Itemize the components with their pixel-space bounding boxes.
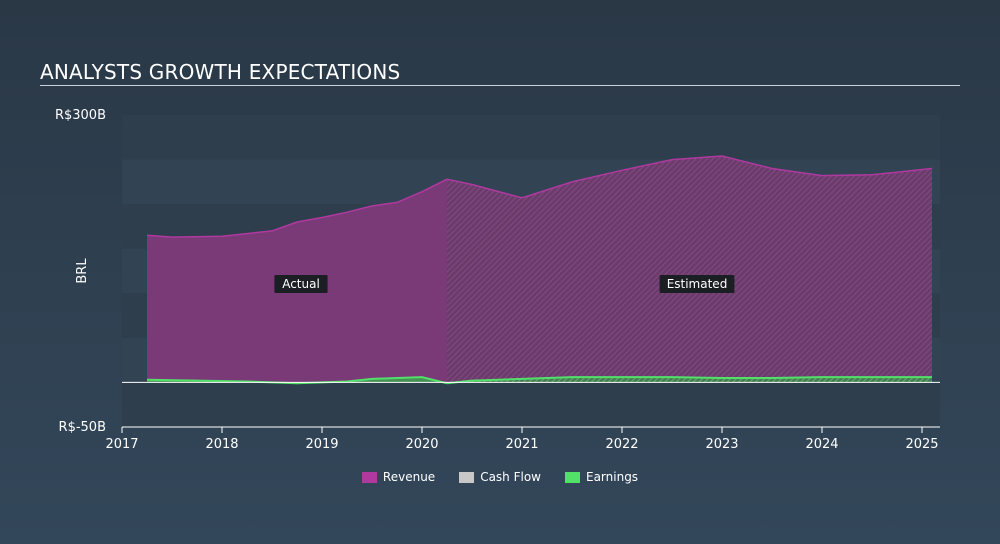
earnings-estimated-area bbox=[447, 377, 932, 384]
x-tick-label: 2020 bbox=[405, 437, 438, 452]
estimated-label-text: Estimated bbox=[667, 277, 728, 291]
revenue-estimated-line bbox=[446, 155, 933, 199]
x-tick-label: 2017 bbox=[105, 437, 138, 452]
legend-item-revenue[interactable]: Revenue bbox=[361, 470, 436, 484]
page-title: ANALYSTS GROWTH EXPECTATIONS bbox=[40, 60, 401, 84]
legend: Revenue Cash Flow Earnings bbox=[0, 470, 1000, 484]
revenue-actual-line bbox=[146, 178, 448, 238]
actual-label-text: Actual bbox=[282, 277, 320, 291]
estimated-label-box bbox=[659, 275, 735, 293]
legend-swatch-revenue bbox=[361, 471, 377, 483]
axes: 2017 2018 2019 2020 2021 2022 2023 2024 2025 R$30… bbox=[55, 108, 940, 452]
x-tick-label: 2025 bbox=[905, 437, 938, 452]
revenue-estimated-area bbox=[447, 156, 932, 383]
legend-label-earnings: Earnings bbox=[585, 470, 639, 484]
y-axis-label: BRL bbox=[75, 258, 90, 284]
x-tick-label: 2022 bbox=[605, 437, 638, 452]
legend-item-earnings[interactable]: Earnings bbox=[564, 470, 639, 484]
y-tick-label: R$300B bbox=[55, 108, 106, 123]
actual-label: Actual bbox=[274, 275, 328, 293]
legend-swatch-earnings bbox=[564, 471, 580, 483]
y-tick-label: R$-50B bbox=[59, 420, 106, 435]
estimated-label: Estimated bbox=[659, 275, 735, 293]
x-tick-label: 2023 bbox=[705, 437, 738, 452]
x-tick-label: 2021 bbox=[505, 437, 538, 452]
legend-label-revenue: Revenue bbox=[382, 470, 436, 484]
region-labels: Actual Estimated bbox=[274, 275, 735, 293]
earnings-estimated-line bbox=[446, 376, 932, 385]
x-tick-label: 2019 bbox=[305, 437, 338, 452]
legend-item-cash-flow[interactable]: Cash Flow bbox=[459, 470, 541, 484]
plot-band bbox=[122, 115, 940, 160]
plot-band bbox=[122, 382, 940, 427]
legend-swatch-cash-flow bbox=[459, 471, 475, 483]
legend-label-cash-flow: Cash Flow bbox=[480, 470, 541, 484]
x-tick-label: 2024 bbox=[805, 437, 838, 452]
actual-label-box bbox=[274, 275, 328, 293]
x-tick-label: 2018 bbox=[205, 437, 238, 452]
title-divider bbox=[40, 85, 960, 86]
